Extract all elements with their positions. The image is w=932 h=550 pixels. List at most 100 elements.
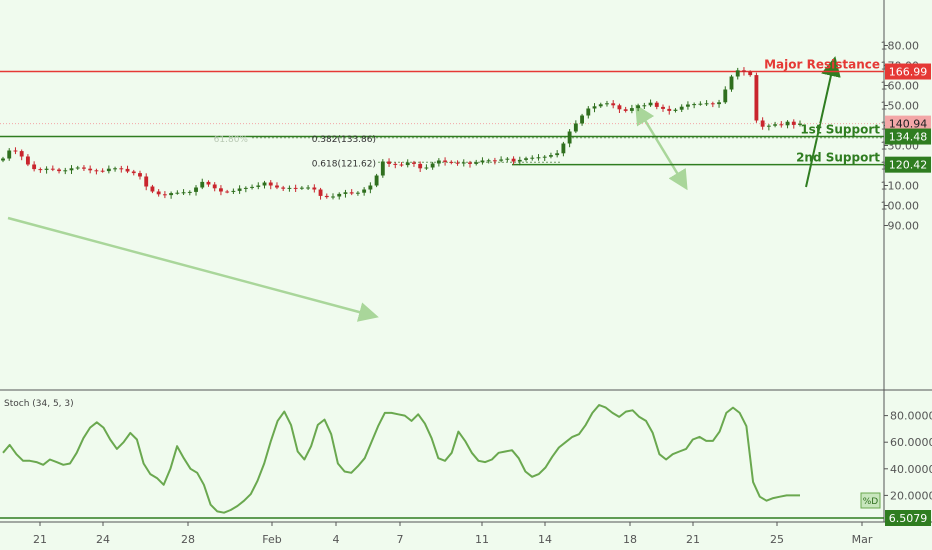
candle-body[interactable] [281,187,286,189]
candle-body[interactable] [430,163,435,168]
candle-body[interactable] [337,193,342,197]
candle-body[interactable] [611,103,616,106]
candle-body[interactable] [144,176,149,187]
candle-body[interactable] [742,70,746,72]
candle-body[interactable] [355,192,360,194]
candle-body[interactable] [374,175,379,186]
candle-body[interactable] [268,182,273,186]
candle-body[interactable] [1,158,5,161]
candle-body[interactable] [175,192,180,194]
candle-body[interactable] [293,187,298,189]
candle-body[interactable] [474,162,479,164]
candle-body[interactable] [623,109,628,111]
candle-body[interactable] [492,160,497,162]
candle-body[interactable] [692,104,697,106]
candle-body[interactable] [256,185,261,187]
candle-body[interactable] [243,187,248,189]
candle-body[interactable] [218,188,223,192]
candle-body[interactable] [362,189,367,193]
candle-body[interactable] [25,156,30,165]
candle-body[interactable] [486,160,491,162]
candle-body[interactable] [791,121,796,125]
candle-body[interactable] [673,109,678,111]
candle-body[interactable] [69,168,74,171]
candle-body[interactable] [449,161,454,163]
candle-body[interactable] [567,131,572,144]
candle-body[interactable] [125,168,130,172]
candle-body[interactable] [250,186,254,188]
candle-body[interactable] [661,106,665,109]
candle-body[interactable] [592,106,597,109]
candle-body[interactable] [181,192,186,194]
candle-body[interactable] [75,167,80,169]
candle-body[interactable] [231,190,236,192]
candle-body[interactable] [642,105,647,107]
candle-body[interactable] [299,187,304,189]
candle-body[interactable] [436,160,441,164]
candle-body[interactable] [262,182,267,186]
candle-body[interactable] [748,71,753,76]
candle-body[interactable] [399,164,404,166]
candle-body[interactable] [44,168,49,170]
candle-body[interactable] [324,195,329,198]
candle-body[interactable] [187,191,192,193]
candle-body[interactable] [88,168,93,171]
candle-body[interactable] [798,123,802,125]
candle-body[interactable] [237,188,242,191]
candle-body[interactable] [418,163,423,169]
candle-body[interactable] [349,192,354,194]
stoch-d-line[interactable] [2,404,800,514]
candle-body[interactable] [773,124,778,126]
candle-body[interactable] [94,170,99,172]
candle-body[interactable] [766,125,771,127]
candle-body[interactable] [405,162,410,166]
candle-body[interactable] [424,167,429,169]
candle-body[interactable] [517,159,522,162]
candle-body[interactable] [443,160,448,162]
candle-body[interactable] [499,159,504,161]
candle-body[interactable] [598,104,603,107]
candle-body[interactable] [636,105,641,109]
candle-body[interactable] [729,76,734,90]
candle-body[interactable] [380,161,385,176]
candle-body[interactable] [212,184,217,189]
candle-body[interactable] [685,104,690,107]
candle-body[interactable] [225,191,230,193]
candle-body[interactable] [106,168,111,172]
candle-body[interactable] [412,162,416,164]
candle-body[interactable] [754,75,759,121]
candle-body[interactable] [343,192,348,194]
candle-body[interactable] [63,170,68,172]
candle-body[interactable] [50,168,55,170]
candle-body[interactable] [138,173,142,177]
candle-body[interactable] [169,193,174,196]
candle-body[interactable] [119,168,124,170]
candle-body[interactable] [318,189,323,196]
candle-body[interactable] [393,163,398,165]
candle-body[interactable] [100,170,105,172]
candle-body[interactable] [480,160,485,163]
candle-body[interactable] [13,150,18,152]
candle-body[interactable] [82,167,86,169]
candle-body[interactable] [735,70,740,77]
candle-body[interactable] [19,151,24,157]
candle-body[interactable] [275,185,279,188]
candle-body[interactable] [32,164,37,170]
candle-body[interactable] [511,158,516,162]
candle-body[interactable] [505,158,510,160]
candle-body[interactable] [306,187,311,189]
candle-body[interactable] [38,169,43,171]
candle-body[interactable] [549,155,553,157]
candle-body[interactable] [194,187,198,192]
candle-body[interactable] [468,162,472,164]
candle-body[interactable] [573,123,578,132]
candle-body[interactable] [150,186,155,192]
candle-body[interactable] [530,157,535,159]
candle-body[interactable] [760,120,765,127]
candle-body[interactable] [580,115,585,124]
candle-body[interactable] [586,108,591,116]
candle-body[interactable] [654,102,659,107]
candle-body[interactable] [312,187,317,190]
candle-body[interactable] [704,103,709,105]
candle-body[interactable] [542,156,547,158]
